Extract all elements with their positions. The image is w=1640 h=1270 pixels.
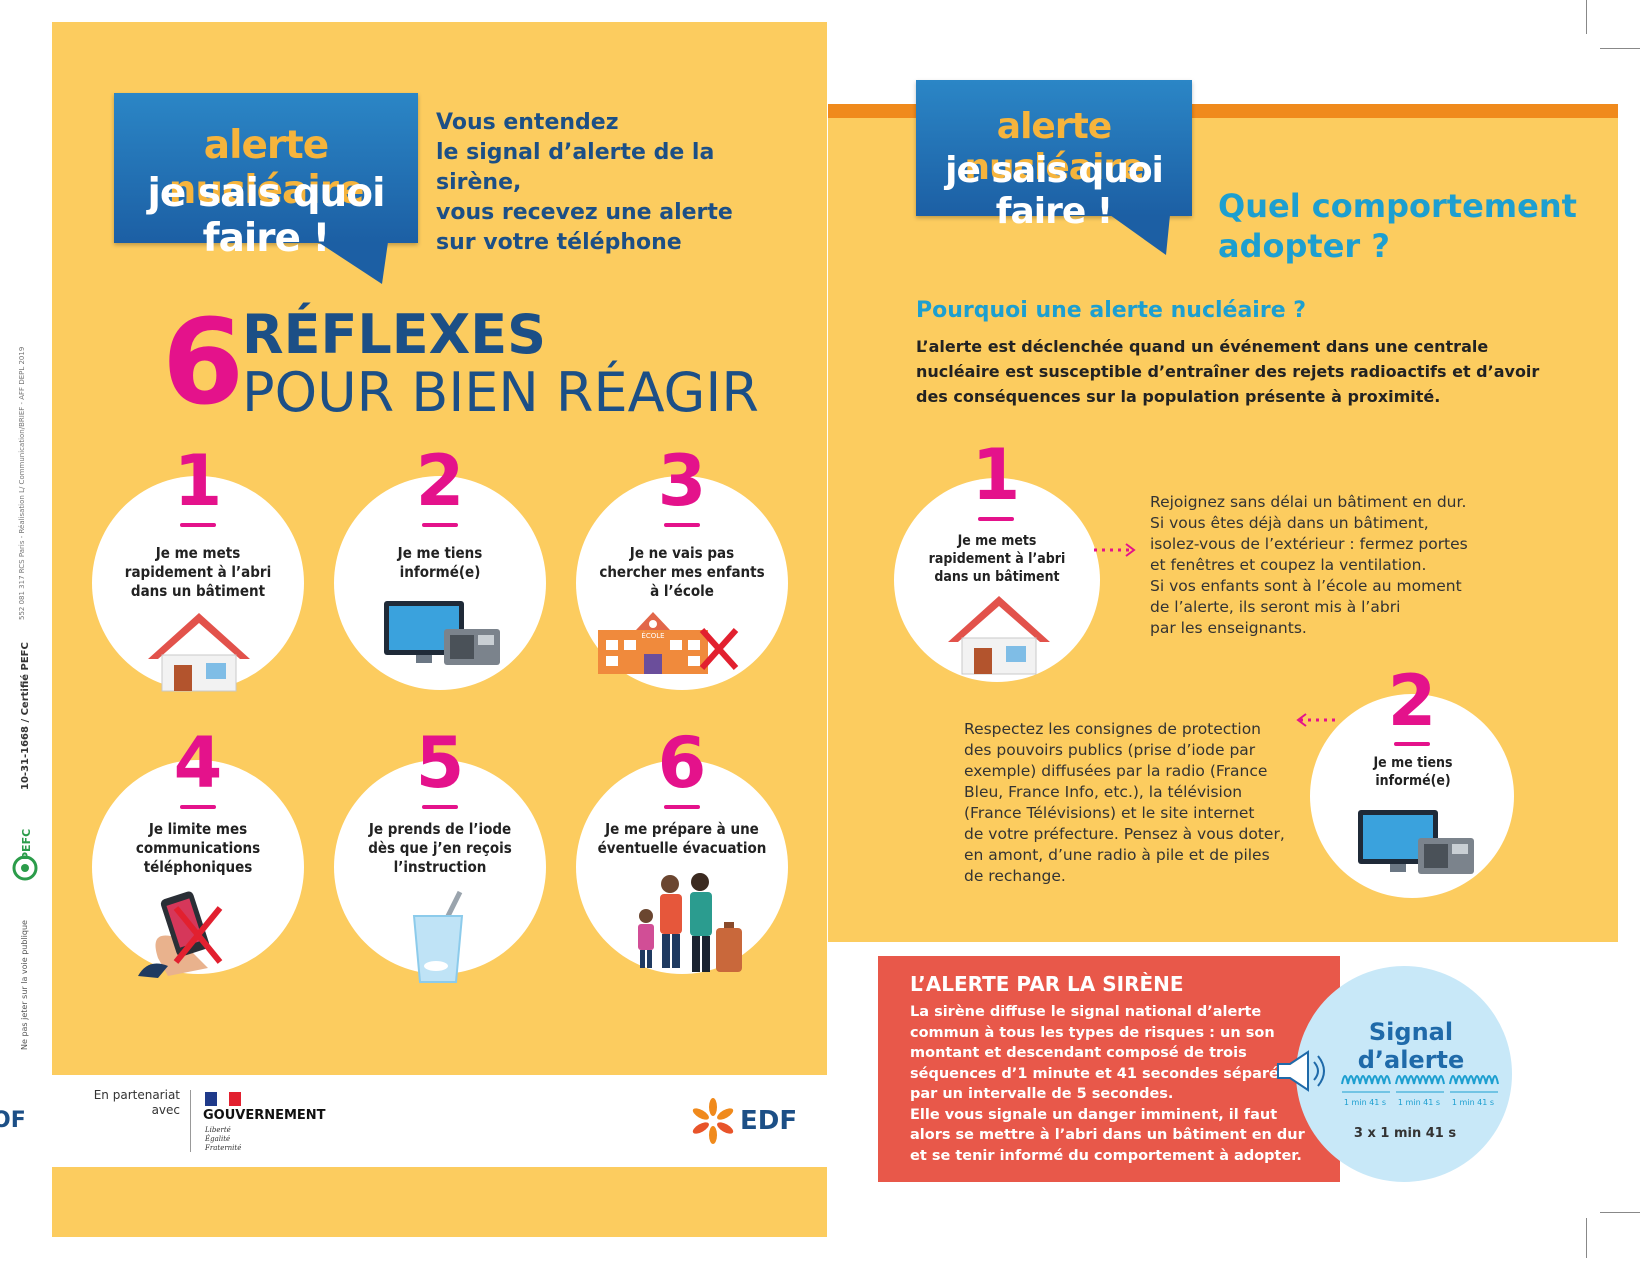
reflex-text-1: Je me mets rapidement à l’abri dans un bât… [124,544,272,600]
why-title: Pourquoi une alerte nucléaire ? [916,298,1307,323]
school-sign: ÉCOLE [641,631,664,640]
reflex-bar [180,805,216,809]
bubble-line2: je sais quoi faire ! [945,150,1164,232]
siren-speaker-icon [1277,1050,1325,1092]
reflex-number-4: 4 [173,722,223,804]
house-icon [148,613,250,692]
reflex-number-3: 3 [657,440,707,522]
question-title: Quel comportement adopter ? [1218,187,1577,265]
reflex-number-2: 2 [415,440,465,522]
tv-radio-icon [1358,810,1474,874]
bubble-line2: je sais quoi faire ! [147,171,386,261]
house-icon [948,596,1050,675]
step-bar [978,517,1014,521]
school-icon: ÉCOLE [598,612,739,674]
crop-mark [1600,48,1640,49]
family-evacuation-icon [638,873,742,972]
siren-text: La sirène diffuse le signal national d’a… [910,1004,1305,1164]
step2-number: 2 [1387,660,1437,742]
reflex-bar [180,523,216,527]
bubble-line1: alerte nucléaire [964,106,1144,188]
phone-crossed-icon [138,891,223,978]
gov-divider [190,1090,191,1152]
reflex-bar [664,805,700,809]
side-text: Ne pas jeter sur la voie publique [20,920,29,1050]
side-small: 552 081 317 RCS Paris - Réalisation L/ C… [18,346,26,620]
crop-mark [1586,0,1587,34]
signal-seg-3: 1 min 41 s [1451,1098,1495,1107]
step1-detail: Rejoignez sans délai un bâtiment en dur.… [1150,493,1468,637]
footer-band [0,1075,828,1167]
reflex-number-1: 1 [173,440,223,522]
title-line1: RÉFLEXES [242,303,547,366]
why-text: L’alerte est déclenchée quand un événeme… [916,337,1540,406]
reflex-number-6: 6 [657,722,707,804]
reflex-text-5: Je prends de l’iode dès que j’en reçois l’… [368,820,512,876]
partner-label: En partenariat avec [93,1088,180,1117]
tv-radio-icon [384,601,500,665]
right-bubble-tail [1110,215,1170,255]
step1-text: Je me mets rapidement à l’abri dans un bât… [928,533,1066,585]
signal-seg-2: 1 min 41 s [1397,1098,1441,1107]
reflex-circle-6 [576,760,788,974]
big-six: 6 [162,293,245,431]
edf-logo-text: EDF [740,1106,798,1136]
reflex-bar [422,523,458,527]
crop-mark [1600,1212,1640,1213]
edf-partial-logo: OF [0,1108,26,1133]
side-legal-text: 552 081 317 RCS Paris - Réalisation L/ C… [18,290,38,1050]
left-page-bottom-strip [52,1167,827,1237]
reflex-text-2: Je me tiens informé(e) [397,544,483,581]
signal-circle [1296,966,1512,1182]
intro-line: le signal d’alerte de la sirène, [436,140,715,195]
crop-mark [1586,1218,1587,1258]
step2-text: Je me tiens informé(e) [1373,755,1453,789]
intro-line: sur votre téléphone [436,230,682,255]
signal-seg-1: 1 min 41 s [1343,1098,1387,1107]
intro-line: vous recevez une alerte [436,200,733,225]
signal-wave-icon [1341,1075,1499,1093]
intro-text: Vous entendez le signal d’alerte de la s… [436,108,796,258]
reflex-text-4: Je limite mes communications téléphoniques [135,820,261,876]
left-bubble-tail [318,242,388,284]
reflex-text-6: Je me prépare à une éventuelle évacuation [597,820,767,857]
reflex-text-3: Je ne vais pas chercher mes enfants à l’éc… [599,544,765,600]
reflex-bar [422,805,458,809]
bubble-line1: alerte nucléaire [168,123,365,213]
reflex-number-5: 5 [415,722,465,804]
title-line2: POUR BIEN RÉAGIR [242,361,759,424]
siren-title: L’ALERTE PAR LA SIRÈNE [910,972,1184,996]
step2-detail: Respectez les consignes de protection des… [964,720,1285,885]
intro-line: Vous entendez [436,110,619,135]
pefc-logo-icon [12,855,38,881]
arrow-left-icon [1296,713,1338,727]
left-alert-bubble: alerte nucléaire je sais quoi faire ! [114,93,418,261]
reflex-bar [664,523,700,527]
step-bar [1394,742,1430,746]
right-alert-bubble: alerte nucléaire je sais quoi faire ! [916,80,1192,232]
signal-total: 3 x 1 min 41 s [1353,1126,1457,1141]
siren-box [878,956,1340,1182]
arrow-right-icon [1094,543,1136,557]
gov-label: GOUVERNEMENT [203,1108,326,1123]
side-cert: 10-31-1668 / Certifié PEFC [20,642,31,790]
reflex-circle-1 [92,476,304,690]
marianne-flag-icon [205,1092,241,1106]
step1-number: 1 [971,434,1021,516]
iodine-glass-icon [412,890,464,983]
edf-flower-icon [692,1098,734,1144]
signal-title: Signal d’alerte [1357,1018,1465,1074]
gov-motto: Liberté Égalité Fraternité [205,1126,242,1152]
